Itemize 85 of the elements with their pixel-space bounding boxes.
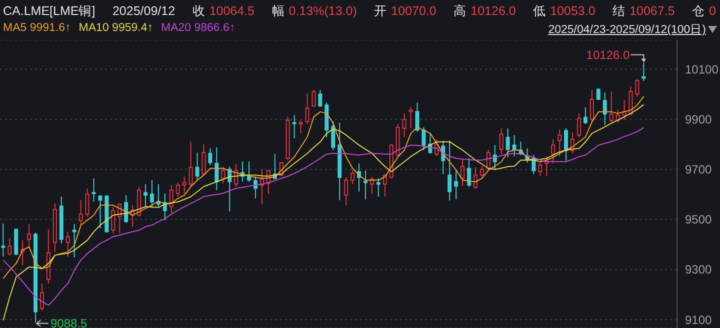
candlestick: [506, 128, 510, 158]
candlestick: [1, 222, 6, 258]
candlestick: [460, 158, 465, 187]
candlestick: [78, 200, 83, 226]
candlestick: [292, 114, 296, 139]
candlestick: [454, 170, 458, 200]
candlestick: [480, 166, 484, 178]
candlestick: [467, 158, 472, 188]
candlestick: [538, 162, 542, 177]
y-tick-label: 9100: [685, 312, 712, 327]
candlestick: [214, 146, 219, 191]
y-tick-label: 9900: [685, 112, 712, 127]
text: 幅 0.13%(13.0): [272, 4, 357, 18]
candlestick: [363, 170, 368, 200]
candlestick: [331, 121, 336, 151]
text: 收 10064.5: [192, 4, 254, 18]
candlestick: [111, 206, 116, 234]
candlestick: [150, 180, 154, 208]
candlestick: [169, 184, 174, 214]
text: 结 10067.5: [612, 4, 675, 18]
y-tick-label: 9700: [685, 162, 712, 177]
candlestick: [408, 106, 413, 129]
text: MA5: [3, 22, 27, 34]
text: 高 10126.0: [454, 4, 516, 18]
candlestick: [583, 106, 588, 125]
candlestick: [318, 90, 322, 108]
candlestick: [188, 141, 193, 188]
text: MA20: [160, 22, 192, 34]
candlestick: [350, 170, 355, 185]
candlestick: [221, 166, 226, 184]
candlestick: [312, 90, 316, 108]
candlestick: [195, 152, 200, 181]
candlestick: [144, 184, 148, 208]
candlestick: [642, 62, 646, 82]
candlestick: [590, 90, 594, 122]
candlestick: [576, 112, 581, 138]
candlestick: [66, 231, 70, 258]
candlestick: [499, 128, 504, 155]
candlestick: [344, 176, 348, 206]
candlestick: [609, 91, 614, 124]
candlestick: [551, 138, 556, 164]
candlestick: [298, 120, 303, 134]
text: 低 10053.0: [533, 4, 596, 18]
candlestick: [124, 194, 128, 224]
candlestick: [415, 102, 420, 132]
candlestick: [564, 128, 568, 162]
candlestick: [602, 92, 607, 126]
candlestick: [208, 148, 212, 166]
text: 9866.6↑: [194, 22, 236, 34]
text: 9959.4↑: [112, 22, 153, 34]
candlestick: [422, 126, 426, 151]
candlestick: [182, 176, 186, 194]
candlestick: [305, 92, 310, 125]
y-tick-label: 9300: [685, 262, 712, 277]
candlestick: [628, 86, 633, 116]
candlestick: [448, 140, 452, 202]
candlestick: [558, 128, 562, 157]
candlestick: [486, 150, 490, 171]
text: 9991.6↑: [30, 22, 71, 34]
text: 2025/09/12: [112, 4, 176, 18]
candlestick: [98, 194, 102, 229]
candlestick: [8, 238, 12, 256]
candlestick: [176, 182, 180, 198]
candlestick: [253, 176, 258, 199]
candlestick: [376, 178, 380, 198]
candlestick: [202, 144, 206, 176]
chart-title: CA.LME[LME铜]: [3, 3, 96, 20]
text: 开 10070.0: [374, 4, 436, 18]
candlestick: [92, 178, 96, 202]
candlestick: [473, 166, 478, 189]
text: MA10: [78, 22, 109, 34]
candlestick: [85, 188, 90, 218]
candlestick: [40, 282, 44, 312]
candlestick: [27, 224, 32, 249]
annotation: 9088.5: [50, 316, 88, 328]
candlestick: [247, 161, 252, 182]
chart-subtitle: 2025/04/23-2025/09/12(100日): [548, 23, 706, 37]
candlestick: [492, 144, 497, 171]
candlestick: [635, 78, 640, 98]
candlestick: [72, 224, 76, 258]
text: 仓 0: [692, 4, 716, 18]
candlestick: [402, 112, 406, 138]
annotation: 10126.0: [586, 48, 630, 62]
y-tick-label: 9500: [685, 212, 712, 227]
y-tick-label: 10100: [685, 62, 719, 77]
